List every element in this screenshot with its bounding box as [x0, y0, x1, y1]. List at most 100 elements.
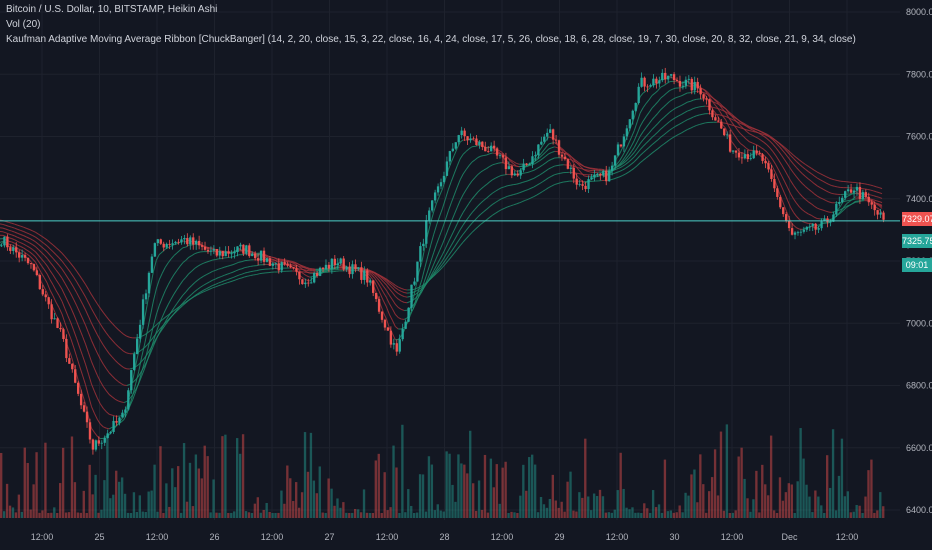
ribbon-segment — [398, 317, 402, 320]
ribbon-segment — [616, 160, 620, 165]
ribbon-segment — [740, 133, 744, 137]
ribbon-segment — [368, 273, 373, 279]
ribbon-segment — [114, 343, 119, 347]
ribbon-segment — [625, 171, 629, 175]
ribbon-segment — [678, 105, 682, 108]
ribbon-segment — [167, 312, 172, 316]
ribbon-segment — [150, 336, 154, 342]
volume-bar — [153, 464, 156, 518]
volume-bar — [716, 495, 720, 518]
ribbon-segment — [85, 364, 89, 375]
ribbon-segment — [64, 283, 69, 289]
ribbon-segment — [147, 337, 151, 351]
ribbon-segment — [138, 361, 142, 365]
volume-bar — [826, 455, 829, 518]
ribbon-segment — [648, 107, 653, 113]
ribbon-segment — [79, 328, 84, 337]
ribbon-segment — [468, 222, 473, 228]
ribbon-segment — [654, 131, 659, 136]
ribbon-segment — [8, 237, 12, 240]
ribbon-segment — [386, 281, 390, 286]
ribbon-segment — [64, 273, 69, 279]
ribbon-segment — [462, 169, 467, 175]
ribbon-segment — [164, 314, 169, 318]
ribbon-segment — [831, 192, 835, 195]
ribbon-segment — [380, 278, 384, 283]
ribbon-segment — [501, 197, 505, 200]
ribbon-segment — [816, 185, 821, 189]
ribbon-segment — [622, 150, 626, 157]
symbol-legend[interactable]: Bitcoin / U.S. Dollar, 10, BITSTAMP, Hei… — [6, 4, 218, 15]
ribbon-segment — [642, 136, 647, 141]
ribbon-segment — [99, 381, 104, 387]
ribbon-segment — [477, 223, 482, 228]
volume-bar — [705, 512, 708, 518]
ribbon-segment — [20, 242, 24, 245]
ribbon-segment — [120, 331, 125, 335]
candle-body — [849, 189, 853, 193]
ribbon-segment — [247, 271, 251, 273]
volume-bar — [191, 506, 195, 518]
candle-body — [855, 186, 859, 191]
candle-body — [605, 170, 608, 182]
ribbon-segment — [412, 288, 417, 291]
ribbon-segment — [781, 144, 786, 148]
ribbon-segment — [713, 98, 718, 102]
ribbon-segment — [645, 123, 650, 128]
candle-body — [354, 264, 357, 270]
ribbon-segment — [14, 223, 18, 226]
ribbon-segment — [651, 92, 656, 97]
volume-bar — [572, 510, 575, 518]
ribbon-segment — [5, 224, 10, 227]
indicator-legend[interactable]: Kaufman Adaptive Moving Average Ribbon [… — [6, 34, 856, 45]
ribbon-segment — [164, 320, 169, 326]
ribbon-segment — [391, 333, 396, 340]
ribbon-segment — [2, 231, 7, 234]
ribbon-segment — [456, 158, 461, 166]
ribbon-segment — [548, 142, 552, 145]
ribbon-segment — [808, 165, 812, 169]
ribbon-segment — [380, 275, 384, 278]
ribbon-segment — [684, 92, 688, 95]
candle-body — [321, 267, 325, 270]
candle-body — [330, 258, 334, 269]
ribbon-segment — [433, 257, 438, 265]
ribbon-segment — [504, 206, 508, 209]
ribbon-segment — [648, 144, 653, 148]
volume-bar — [218, 512, 221, 518]
ribbon-segment — [781, 149, 786, 154]
ribbon-segment — [574, 159, 579, 163]
ribbon-segment — [147, 348, 151, 354]
ribbon-segment — [740, 125, 744, 129]
ribbon-segment — [37, 267, 42, 274]
volume-bar — [392, 445, 395, 518]
candle-body — [227, 251, 230, 254]
candle-body — [522, 163, 525, 171]
volume-bar — [646, 508, 649, 518]
ribbon-segment — [545, 148, 550, 153]
ribbon-segment — [433, 265, 438, 272]
candle-body — [528, 163, 531, 165]
ribbon-segment — [238, 268, 243, 271]
candle-body — [460, 130, 463, 136]
volume-bar — [522, 464, 525, 518]
ribbon-segment — [551, 157, 555, 160]
ribbon-segment — [513, 203, 517, 206]
ribbon-segment — [206, 260, 210, 263]
time-axis[interactable]: 12:00 25 12:00 26 12:00 27 12:00 28 12:00 29 12:00… — [31, 532, 859, 542]
ribbon-segment — [191, 282, 196, 286]
ribbon-segment — [99, 358, 104, 365]
candle-body — [274, 263, 277, 265]
candle-body — [268, 258, 272, 266]
ribbon-segment — [669, 109, 673, 113]
ribbon-segment — [52, 284, 57, 291]
ribbon-segment — [684, 101, 688, 105]
ribbon-segment — [633, 158, 638, 163]
candle-body — [280, 262, 283, 271]
ribbon-segment — [114, 326, 119, 330]
volume-legend[interactable]: Vol (20) — [6, 19, 41, 30]
ribbon-segment — [427, 271, 432, 279]
ribbon-segment — [580, 168, 585, 171]
ribbon-segment — [418, 290, 423, 295]
